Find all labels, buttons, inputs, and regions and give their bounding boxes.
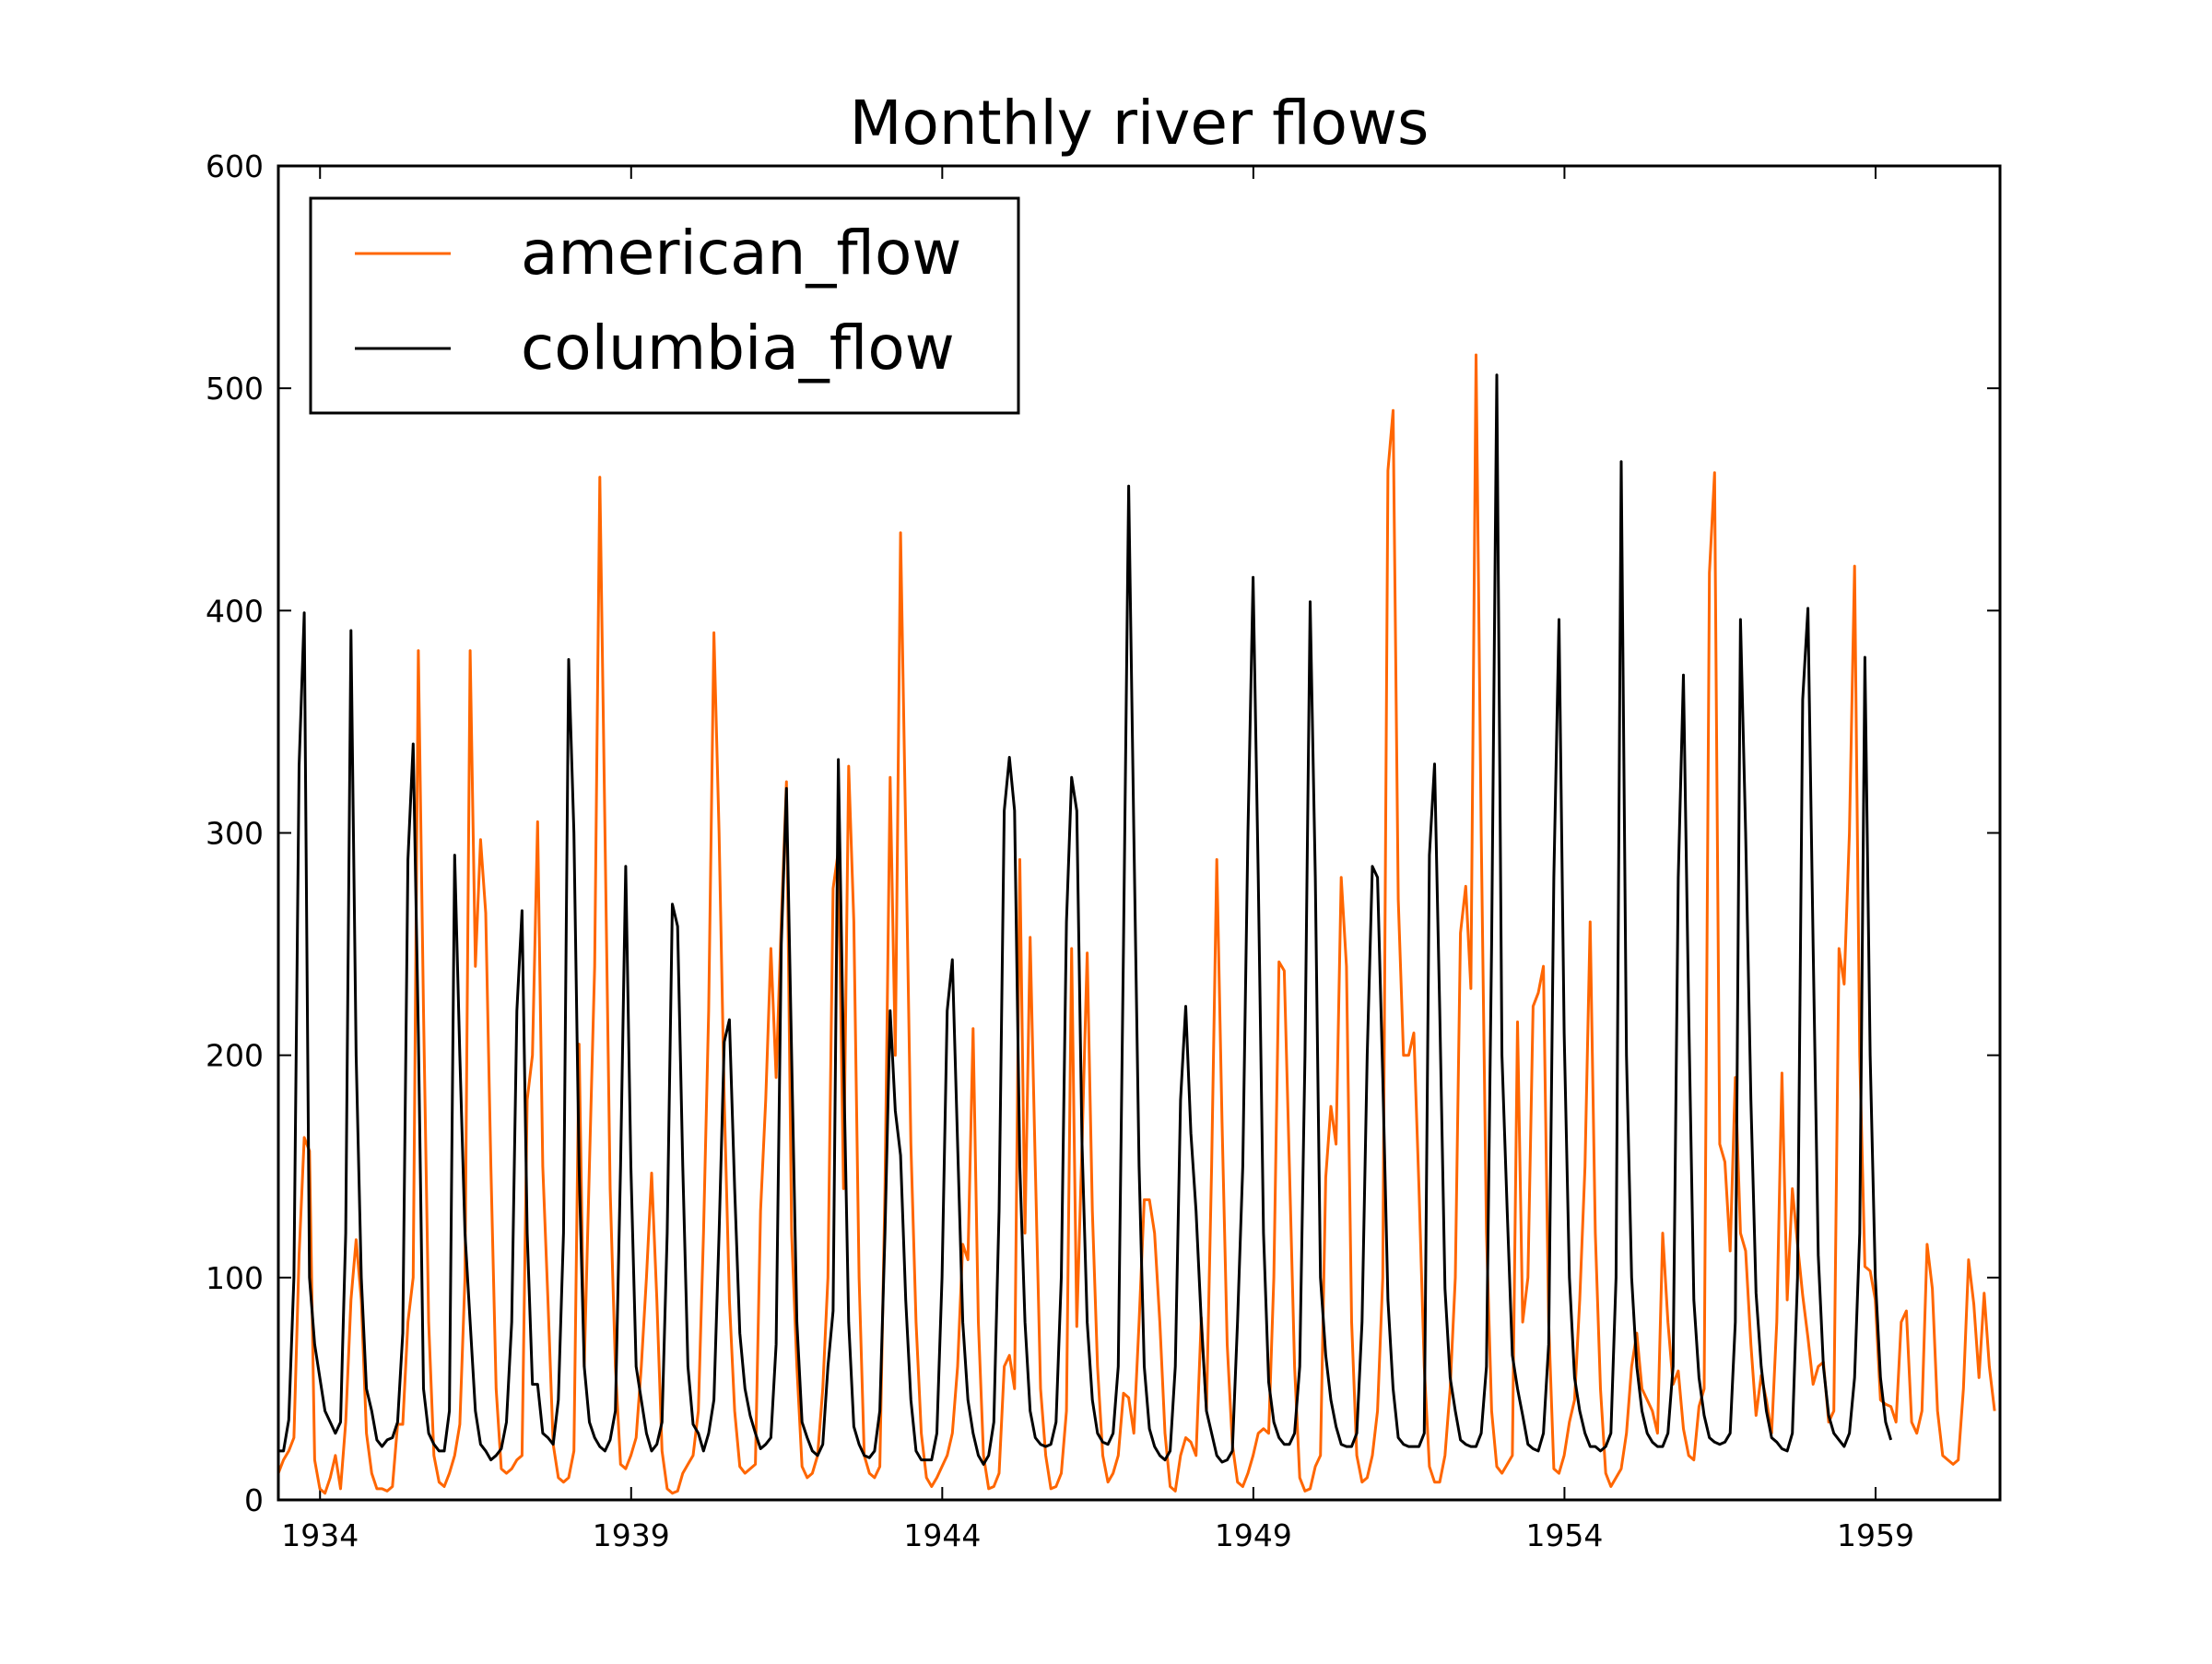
- y-tick-label: 0: [244, 1482, 264, 1518]
- axes: 0 100 200 300 400 500 600 1934 1939 1944 1949 1954 1…: [206, 148, 2000, 1553]
- x-tick-label: 1934: [281, 1517, 359, 1553]
- y-tick-label: 300: [206, 816, 264, 852]
- y-tick-label: 400: [206, 593, 264, 629]
- legend: american_flow columbia_flow: [309, 196, 1020, 415]
- legend-label-columbia_flow: columbia_flow: [521, 313, 955, 384]
- legend-box: [309, 196, 1020, 415]
- chart-title: Monthly river flows: [850, 88, 1430, 159]
- plot-border: [276, 164, 2002, 1502]
- plot-frame: [276, 164, 2002, 1502]
- legend-label-american_flow: american_flow: [521, 218, 961, 289]
- x-tick-label: 1944: [903, 1517, 981, 1553]
- x-tick-label: 1949: [1215, 1517, 1292, 1553]
- series-layer: [278, 353, 1996, 1495]
- y-tick-label: 600: [206, 148, 264, 184]
- y-tick-label: 200: [206, 1038, 264, 1074]
- y-tick-label: 500: [206, 371, 264, 407]
- series-line-columbia_flow: [278, 373, 1893, 1466]
- y-tick-label: 100: [206, 1260, 264, 1296]
- x-tick-label: 1954: [1525, 1517, 1603, 1553]
- x-tick-label: 1959: [1837, 1517, 1914, 1553]
- series-line-american_flow: [278, 353, 1996, 1495]
- x-tick-label: 1939: [593, 1517, 670, 1553]
